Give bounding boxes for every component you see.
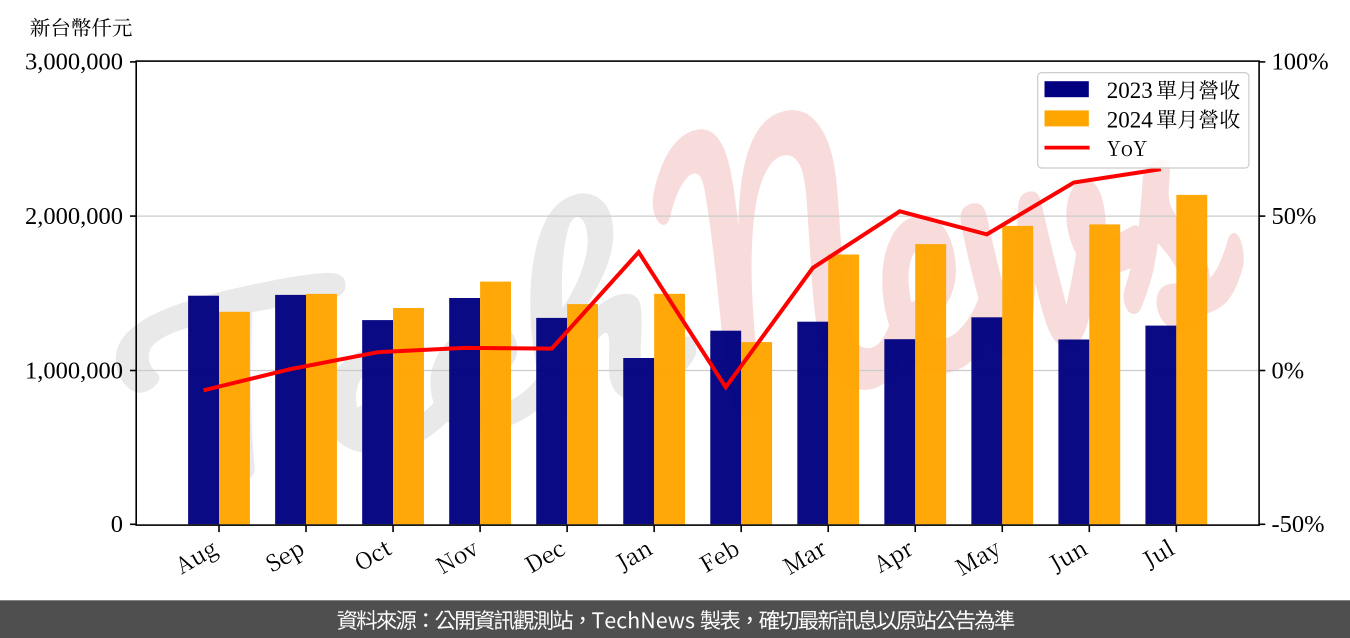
svg-text:2024: 2024 — [1107, 107, 1154, 132]
svg-text:3,000,000: 3,000,000 — [25, 49, 123, 76]
svg-text:100%: 100% — [1272, 49, 1329, 76]
svg-text:0: 0 — [111, 511, 123, 538]
svg-text:2023: 2023 — [1107, 78, 1153, 103]
svg-text:50%: 50% — [1272, 203, 1317, 230]
svg-text:-50%: -50% — [1272, 511, 1325, 538]
svg-text:2,000,000: 2,000,000 — [25, 203, 123, 230]
svg-text:1,000,000: 1,000,000 — [25, 357, 123, 384]
svg-text:0%: 0% — [1272, 357, 1305, 384]
